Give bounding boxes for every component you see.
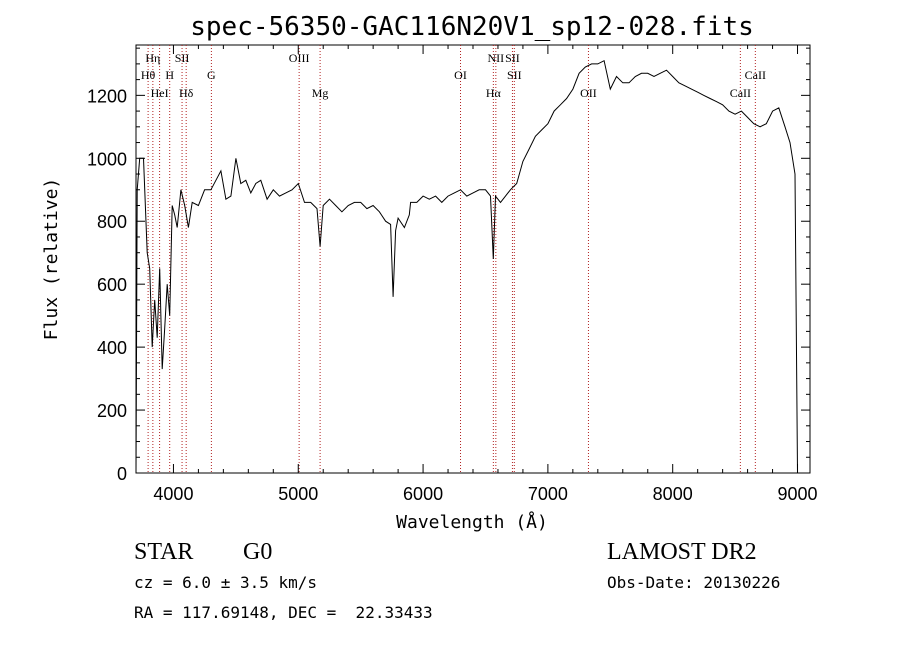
y-axis-label: Flux (relative) bbox=[41, 178, 62, 341]
y-tick-label: 0 bbox=[117, 464, 127, 484]
spectral-line-label: OII bbox=[580, 86, 597, 100]
y-tick-label: 1000 bbox=[87, 149, 127, 169]
spectral-line-label: OIII bbox=[289, 51, 310, 65]
spectral-line-label: OI bbox=[454, 68, 467, 82]
survey-name: LAMOST DR2 bbox=[607, 539, 757, 565]
spectral-line-label: CaII bbox=[745, 68, 766, 82]
x-tick-labels: 4000 5000 6000 7000 8000 9000 bbox=[153, 484, 817, 504]
spectral-line-label: CaII bbox=[730, 86, 751, 100]
x-tick-label: 5000 bbox=[278, 484, 318, 504]
y-tick-label: 800 bbox=[97, 212, 127, 232]
spectral-line-label: Mg bbox=[312, 86, 329, 100]
object-class: STAR bbox=[134, 539, 194, 565]
spectral-line-label: Hη bbox=[145, 51, 160, 65]
spectral-line-label: HeI bbox=[151, 86, 169, 100]
axis-ticks bbox=[136, 45, 810, 474]
y-tick-label: 200 bbox=[97, 401, 127, 421]
redshift-cz: cz = 6.0 ± 3.5 km/s bbox=[134, 573, 318, 592]
spectral-line-label: H bbox=[165, 68, 174, 82]
y-tick-labels: 0 200 400 600 800 1000 1200 bbox=[87, 86, 127, 484]
ra-dec: RA = 117.69148, DEC = 22.33433 bbox=[134, 603, 433, 622]
y-tick-label: 600 bbox=[97, 275, 127, 295]
x-axis-label: Wavelength (Å) bbox=[396, 511, 548, 533]
spectral-line-label: SII bbox=[505, 51, 520, 65]
x-tick-label: 4000 bbox=[153, 484, 193, 504]
spectral-line-label: Hα bbox=[486, 86, 502, 100]
spectral-line-label: SII bbox=[507, 68, 522, 82]
spectral-line-label: Hδ bbox=[179, 86, 194, 100]
x-tick-label: 7000 bbox=[528, 484, 568, 504]
spectral-line-label: SII bbox=[175, 51, 190, 65]
object-subclass: G0 bbox=[243, 539, 273, 565]
y-tick-label: 1200 bbox=[87, 86, 127, 106]
spectral-line-markers bbox=[147, 45, 756, 473]
x-tick-label: 6000 bbox=[403, 484, 443, 504]
x-tick-label: 9000 bbox=[777, 484, 817, 504]
y-tick-label: 400 bbox=[97, 338, 127, 358]
spectral-line-label: Hθ bbox=[141, 68, 156, 82]
spectrum-line bbox=[135, 59, 798, 474]
spectral-line-label: NII bbox=[488, 51, 505, 65]
obs-date: Obs-Date: 20130226 bbox=[607, 573, 781, 592]
plot-frame bbox=[135, 44, 811, 474]
spectral-line-label: G bbox=[207, 68, 216, 82]
x-tick-label: 8000 bbox=[653, 484, 693, 504]
chart-title: spec-56350-GAC116N20V1_sp12-028.fits bbox=[190, 12, 754, 42]
